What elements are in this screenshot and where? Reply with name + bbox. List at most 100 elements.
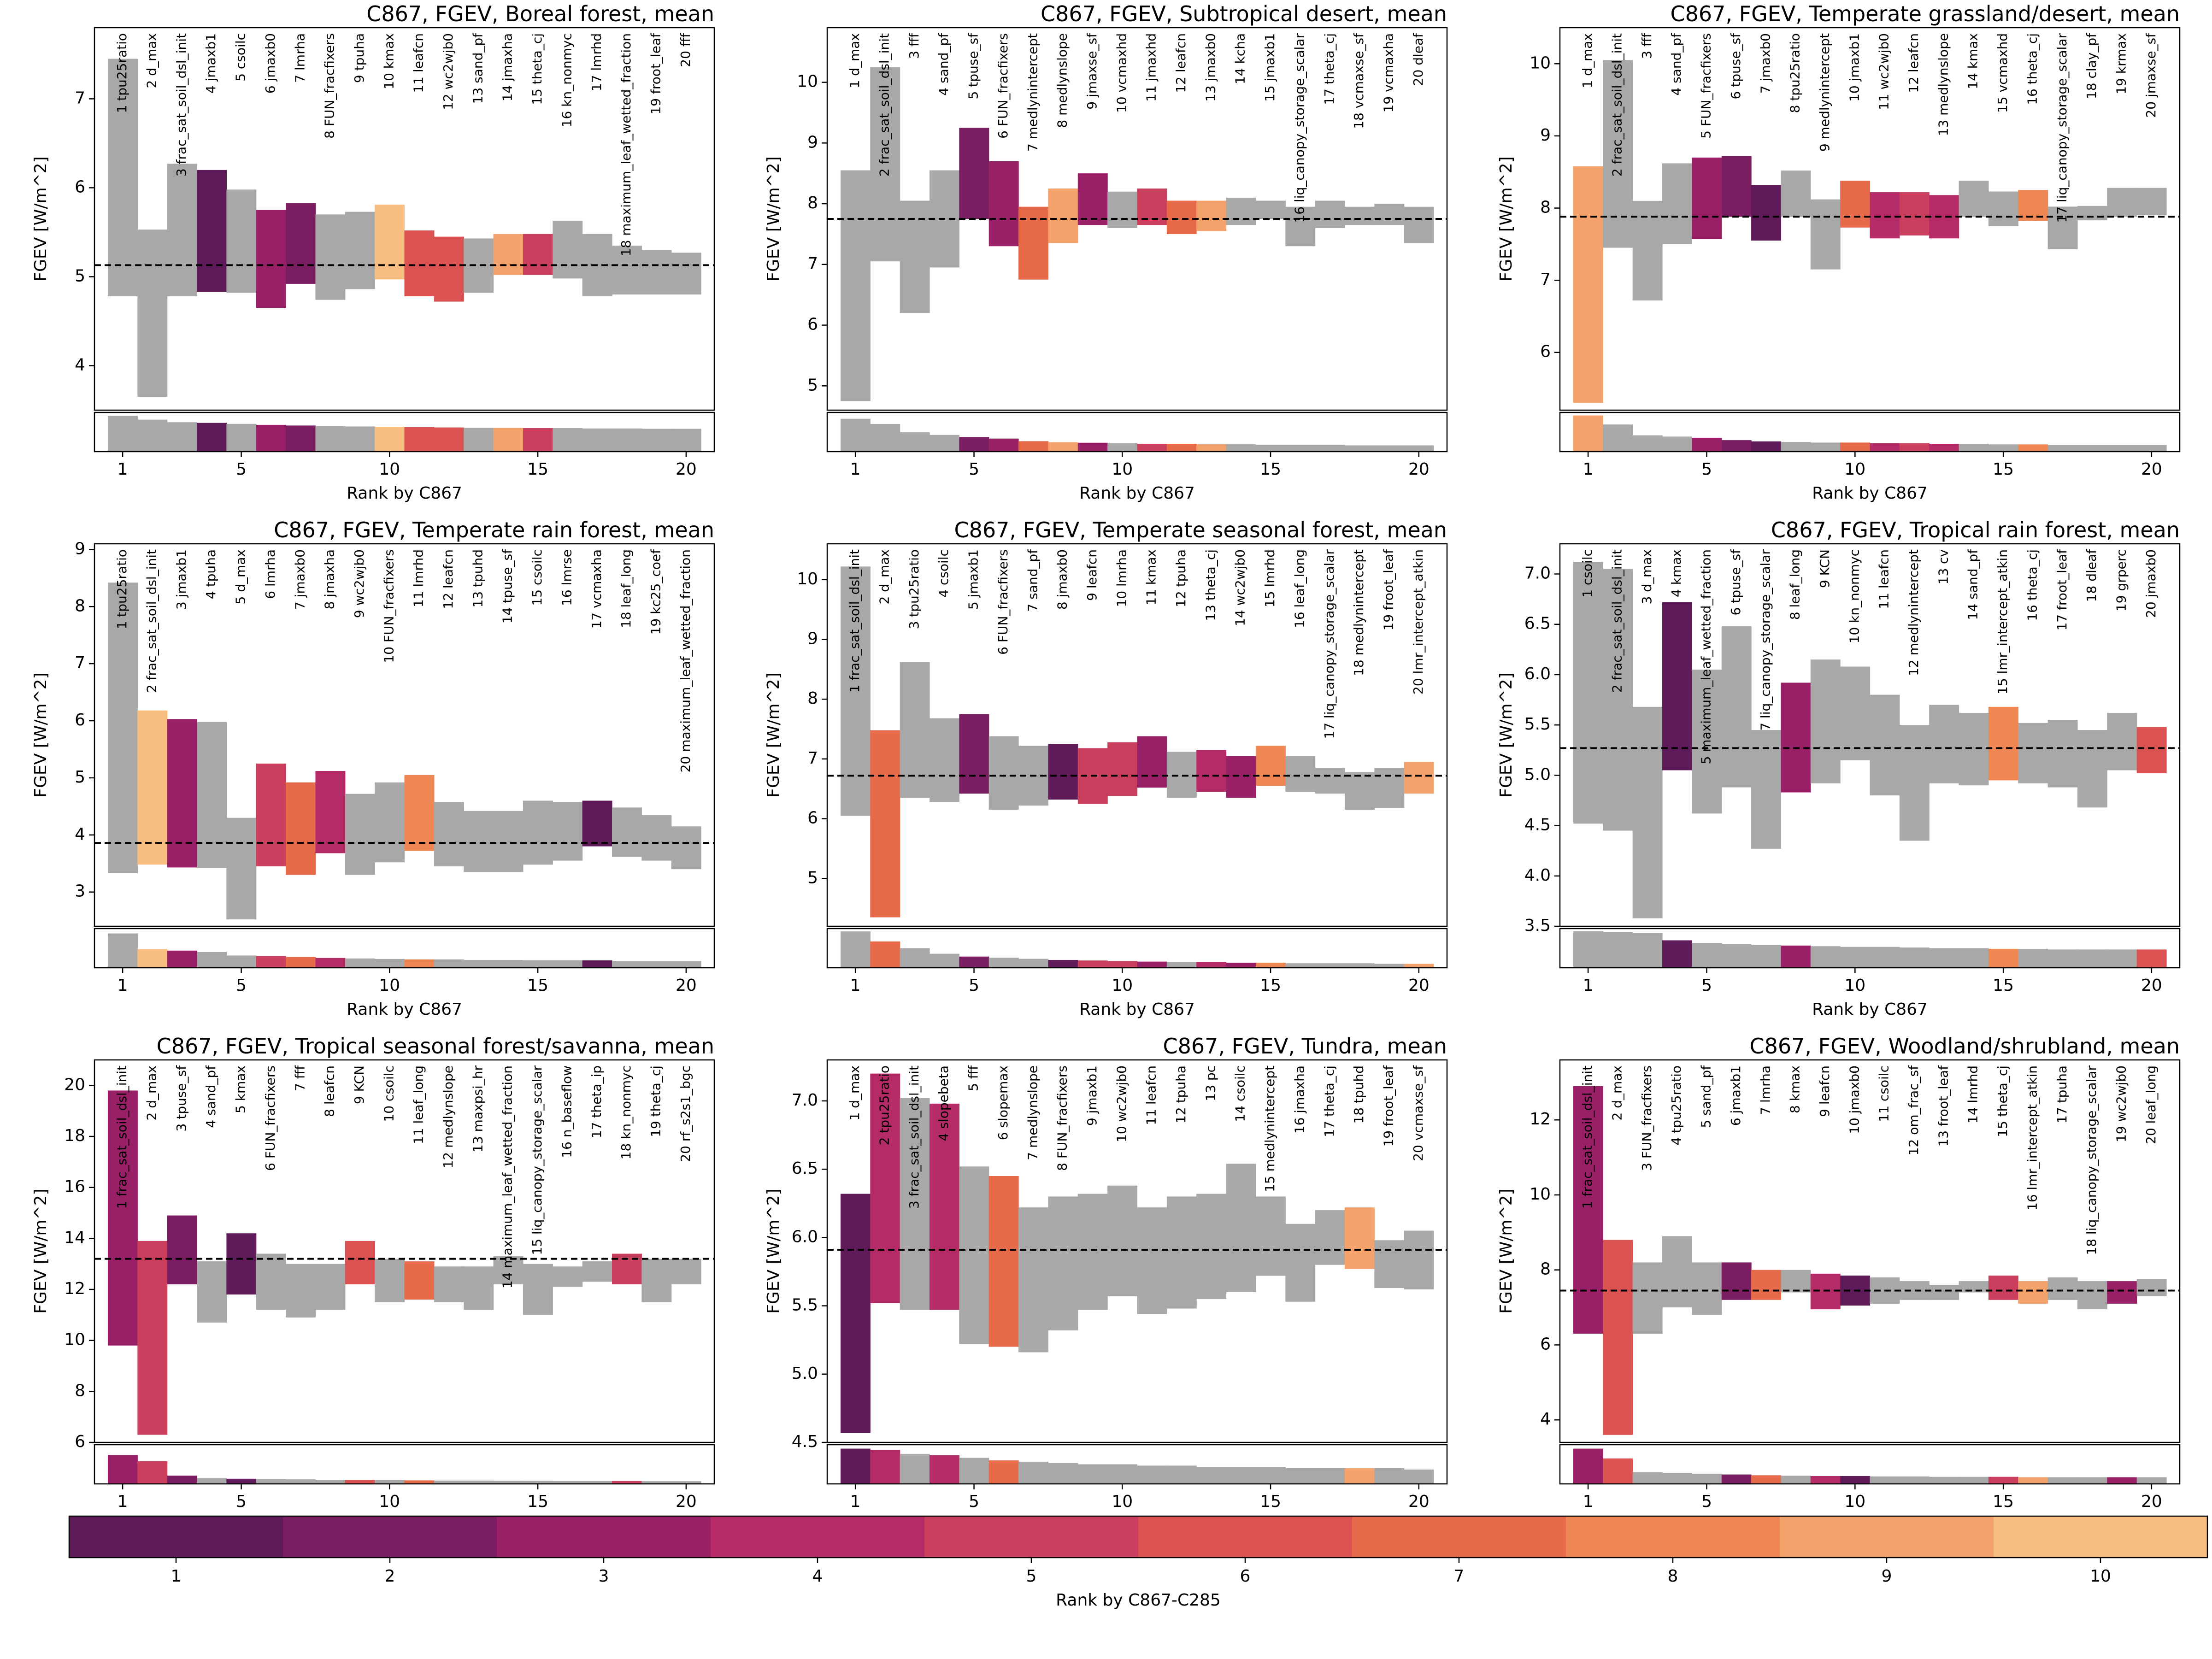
parameter-label: 13 tpuhd [470,549,485,608]
range-bar [641,815,672,861]
sensitivity-bar [493,1481,524,1484]
y-tick-label: 7.0 [1524,564,1551,583]
sensitivity-bar [1781,1476,1811,1484]
parameter-label: 19 froot_leaf [1381,1065,1396,1147]
parameter-label: 14 kmax [1965,33,1981,89]
parameter-label: 19 grperc [2114,549,2129,612]
lower-axes-frame [1559,1444,2181,1485]
x-tick-label: 10 [1844,1492,1865,1511]
sensitivity-bar [1137,444,1167,452]
parameter-label: 3 jmaxb1 [174,549,189,610]
sensitivity-bar [404,427,435,452]
parameter-label: 2 tpu25ratio [877,1065,892,1145]
y-tick-label: 3.5 [1524,916,1551,935]
sensitivity-bar [1603,932,1633,968]
sensitivity-bar [226,424,257,452]
range-bar [1255,200,1286,219]
x-tick-label: 5 [1701,976,1712,995]
x-tick-label: 20 [1408,1492,1430,1511]
sensitivity-bar [2018,444,2048,452]
parameter-label: 12 tpuha [1173,1065,1188,1124]
x-tick-label: 15 [1260,1492,1281,1511]
sensitivity-bars [107,416,701,452]
parameter-label: 14 csoilc [1233,1065,1248,1122]
lower-axes-frame [94,412,715,453]
range-bar [959,128,989,219]
sensitivity-bar [1315,963,1345,968]
sensitivity-bar [1721,944,1752,968]
parameter-label: 7 sand_pf [1025,549,1040,612]
parameter-label: 2 d_max [144,1065,159,1121]
range-bar [641,1259,672,1302]
range-bar [641,250,672,295]
y-tick-label: 4 [75,355,85,374]
parameter-label: 13 froot_leaf [1936,1065,1951,1147]
sensitivity-bar [1285,963,1316,968]
parameter-label: 7 jmaxb0 [292,549,307,610]
range-bar [553,801,583,861]
range-bar [1781,171,1811,217]
range-bar [553,1266,583,1287]
y-tick-label: 6.5 [1524,614,1551,633]
range-bar [1404,1230,1434,1289]
range-bar [1048,1196,1078,1330]
x-axis-label: Rank by C867 [1079,1000,1195,1019]
range-bar [226,189,257,293]
range-bar [107,1090,138,1346]
range-bar [870,1073,900,1303]
range-bar [1899,192,1930,236]
parameter-label: 16 liq_canopy_storage_scalar [1292,33,1307,223]
sensitivity-bar [1573,415,1603,452]
range-bar [434,801,464,866]
parameter-label: 10 csoilc [381,1065,396,1122]
x-tick-label: 15 [1260,460,1281,479]
sensitivity-bar [2136,1477,2167,1484]
parameter-label: 10 kmax [381,33,396,89]
sensitivity-bar [840,931,871,968]
y-tick-label: 5 [807,868,818,887]
x-tick-label: 10 [379,976,400,995]
parameter-label: 16 jmaxha [1292,1065,1307,1134]
parameter-label: 6 FUN_fracfixers [995,549,1011,655]
sensitivity-bar [870,1450,900,1484]
range-bar [2136,1279,2167,1296]
sensitivity-bar [1632,933,1663,968]
range-bar [2077,206,2107,221]
parameter-label: 12 leafcn [441,549,456,609]
sensitivity-bar [1344,1468,1375,1484]
sensitivity-bar [464,960,494,968]
parameter-label: 15 theta_cj [1995,1065,2010,1137]
x-tick-label: 15 [527,976,548,995]
parameter-label: 3 frac_sat_soil_dsl_init [906,1065,922,1209]
colorbar: 1 2 3 4 5 6 7 8 9 10 Rank by C867-C285 [68,1515,2208,1610]
x-axis-label: Rank by C867 [347,1000,462,1019]
parameter-label: 17 vcmaxha [589,549,604,629]
parameter-label: 8 leafcn [322,1065,337,1117]
range-bar [464,811,494,872]
sensitivity-bar [988,958,1019,968]
x-tick-label: 1 [850,1492,861,1511]
x-axis-label: Rank by C867 [1812,484,1928,503]
range-bar [612,245,642,295]
range-bar [1781,1270,1811,1293]
y-axis-label: FGEV [W/m^2] [31,1188,50,1313]
sensitivity-bar [1404,445,1434,452]
colorbar-tick-label: 3 [599,1567,609,1586]
y-axis-label: FGEV [W/m^2] [764,156,783,281]
sensitivity-bar [1899,947,1930,968]
sensitivity-bar [930,435,959,452]
sensitivity-bar [2077,1477,2107,1484]
range-bar [840,170,871,401]
y-tick-label: 4 [75,825,85,844]
parameter-label: 10 wc2wjb0 [1114,1065,1129,1142]
upper-axes-frame [94,1059,715,1443]
range-bar [345,794,375,875]
sensitivity-bar [1959,948,1989,968]
range-bar [1226,756,1256,798]
range-bar [167,1215,197,1284]
parameter-label: 20 jmaxse_sf [2143,33,2159,118]
parameter-label: 7 liq_canopy_storage_scalar [1758,549,1773,731]
parameter-label: 18 kn_nonmyc [618,1065,634,1159]
parameter-label: 3 FUN_fracfixers [1639,1065,1654,1171]
parameter-label: 17 theta_cj [1322,33,1337,105]
